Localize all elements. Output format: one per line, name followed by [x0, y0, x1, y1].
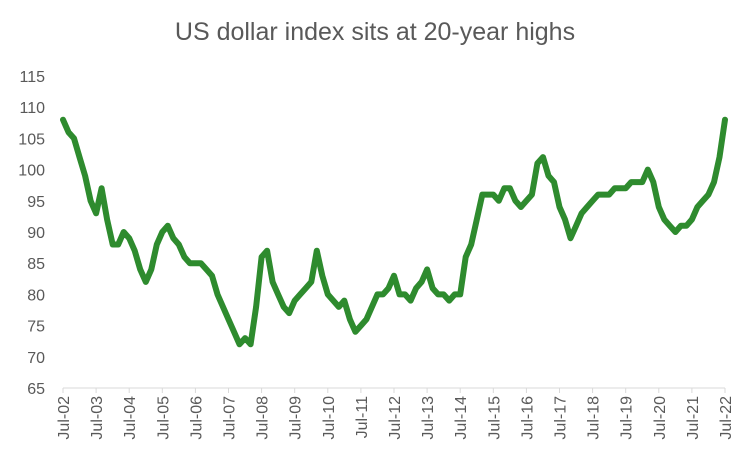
x-tick-label: Jul-09: [288, 396, 305, 440]
y-axis-tick-labels: 65 70 75 80 85 90 95 100 105 110 115: [18, 69, 45, 398]
y-tick-label: 90: [27, 225, 45, 242]
y-tick-label: 100: [18, 163, 45, 180]
x-tick-label: Jul-06: [188, 396, 205, 440]
x-tick-label: Jul-10: [321, 396, 338, 440]
series-line-dollar-index: [60, 116, 728, 348]
x-tick-label: Jul-15: [486, 396, 503, 440]
x-tick-label: Jul-13: [420, 396, 437, 440]
y-tick-label: 110: [19, 100, 45, 117]
y-tick-label: 75: [27, 319, 45, 336]
y-tick-label: 95: [27, 194, 45, 211]
y-tick-label: 80: [27, 287, 45, 304]
x-tick-label: Jul-08: [255, 396, 272, 440]
x-tick-label: Jul-02: [56, 396, 73, 440]
y-tick-label: 65: [27, 381, 45, 398]
x-tick-label: Jul-11: [354, 396, 371, 438]
x-tick-label: Jul-20: [652, 396, 669, 440]
chart-title: US dollar index sits at 20-year highs: [174, 18, 576, 46]
x-tick-label: Jul-07: [222, 396, 239, 440]
x-tick-label: Jul-21: [685, 396, 702, 440]
x-tick-label: Jul-14: [453, 396, 470, 440]
x-axis-tick-labels: Jul-02 Jul-03 Jul-04 Jul-05 Jul-06 Jul-07 Jul-…: [56, 396, 735, 440]
x-axis-tick-marks: [62, 388, 726, 393]
y-tick-label: 115: [19, 69, 45, 86]
x-tick-label: Jul-03: [89, 396, 106, 440]
y-tick-label: 105: [18, 131, 45, 148]
y-tick-label: 70: [27, 350, 45, 367]
x-tick-label: Jul-05: [155, 396, 172, 440]
x-tick-label: Jul-22: [718, 396, 735, 440]
x-tick-label: Jul-17: [553, 396, 570, 440]
x-tick-label: Jul-12: [387, 396, 404, 440]
x-tick-label: Jul-04: [122, 396, 139, 440]
x-tick-label: Jul-19: [619, 396, 636, 440]
x-tick-label: Jul-18: [586, 396, 603, 440]
x-tick-label: Jul-16: [519, 396, 536, 440]
y-tick-label: 85: [27, 256, 45, 273]
